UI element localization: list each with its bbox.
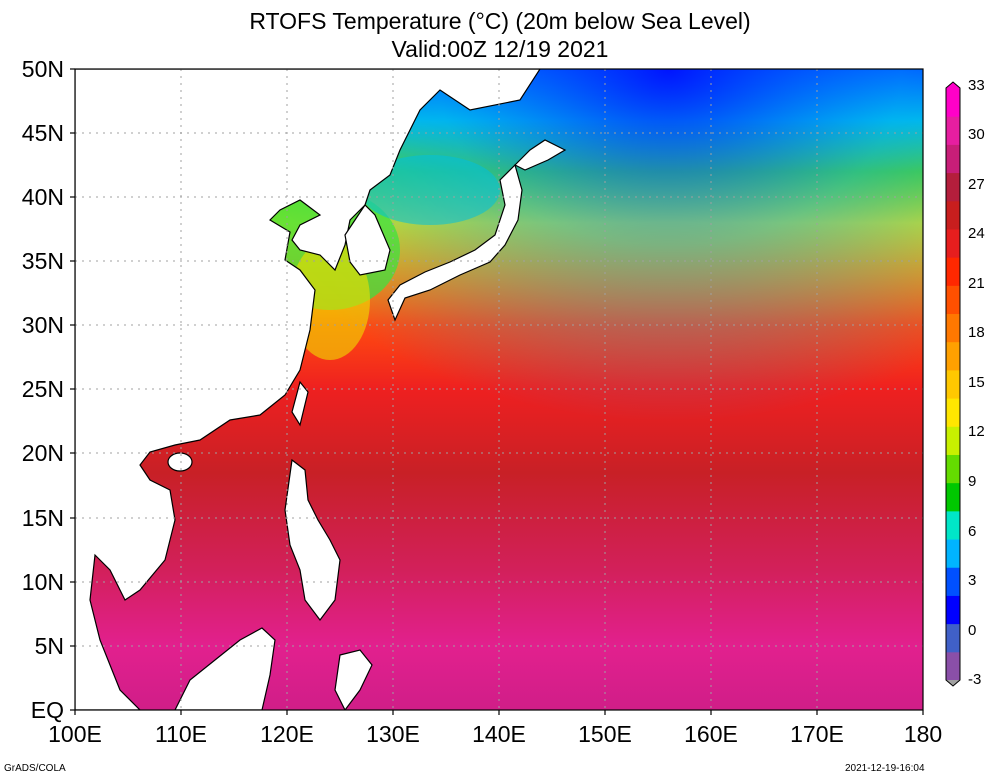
taiwan-island [291,380,309,427]
colorbar-label: 0 [968,622,977,639]
colorbar-segment [946,228,960,258]
colorbar-label: 30 [968,126,985,143]
colorbar-segment [946,651,960,681]
asia-landmass [75,69,541,710]
lon-label-180: 180 [903,721,943,747]
axis-ticks [70,68,924,715]
lon-label-110e: 110E [154,721,207,747]
lat-label-5n: 5N [34,633,64,659]
lat-label-10n: 10N [21,569,64,595]
lon-label-140e: 140E [472,721,526,747]
lat-label-35n: 35N [21,248,64,274]
colorbar-label: 9 [968,473,977,490]
lon-label-120e: 120E [260,721,314,747]
colorbar-segment [946,144,960,174]
lon-label-130e: 130E [366,721,420,747]
colorbar-label: -3 [968,671,982,688]
colorbar-label: 24 [968,225,985,242]
colorbar-segment [946,257,960,286]
colorbar-segment [946,623,960,653]
colorbar-segment [946,567,960,596]
colorbar-label: 18 [968,324,985,341]
colorbar-segment [946,510,960,540]
lon-label-170e: 170E [790,721,844,747]
lat-label-eq: EQ [30,697,64,723]
lat-label-30n: 30N [21,312,64,338]
colorbar-segment [946,426,960,455]
colorbar-segment [946,398,960,427]
borneo-island [174,627,276,710]
colorbar-segment [946,595,960,625]
lon-label-150e: 150E [578,721,632,747]
colorbar-segment [946,482,960,512]
colorbar-segment [946,200,960,230]
colorbar-label: 15 [968,374,985,391]
colorbar-segment [946,454,960,484]
colorbar-label: 21 [968,275,985,292]
korea-peninsula [344,204,391,276]
lat-label-15n: 15N [21,505,64,531]
colorbar-segment [946,313,960,343]
colorbar-segment [946,285,960,315]
colorbar-label: 27 [968,176,985,193]
colorbar-segment [946,539,960,568]
footer-timestamp: 2021-12-19-16:04 [845,763,925,774]
philippines-islands [284,458,341,621]
colorbar [945,81,961,687]
footer-credit: GrADS/COLA [4,763,66,774]
colorbar-label: 6 [968,523,977,540]
colorbar-frame [945,81,961,687]
colorbar-label: 12 [968,423,985,440]
colorbar-segment [946,88,960,117]
colorbar-label: 3 [968,572,977,589]
colorbar-max-arrow [946,82,960,88]
colorbar-segment [946,369,960,399]
map-title: RTOFS Temperature (°C) (20m below Sea Le… [249,8,751,34]
colorbar-min-arrow [946,680,960,686]
colorbar-segment [946,341,960,371]
lat-label-25n: 25N [21,376,64,402]
lat-label-20n: 20N [21,440,64,466]
colorbar-segment [946,172,960,202]
graticule [75,69,923,710]
lat-label-45n: 45N [21,120,64,146]
lon-label-160e: 160E [684,721,738,747]
map-subtitle: Valid:00Z 12/19 2021 [391,36,609,62]
lat-label-40n: 40N [21,184,64,210]
lon-label-100e: 100E [48,721,102,747]
japan-islands [387,163,523,322]
colorbar-segment [946,116,960,145]
lat-label-50n: 50N [21,56,64,82]
colorbar-label: 33 [968,77,985,94]
